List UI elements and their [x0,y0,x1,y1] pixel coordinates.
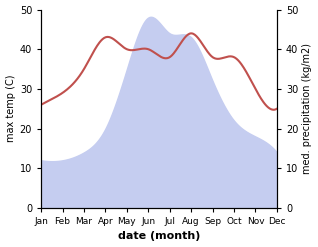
Y-axis label: med. precipitation (kg/m2): med. precipitation (kg/m2) [302,43,313,174]
Y-axis label: max temp (C): max temp (C) [5,75,16,143]
X-axis label: date (month): date (month) [118,231,200,242]
